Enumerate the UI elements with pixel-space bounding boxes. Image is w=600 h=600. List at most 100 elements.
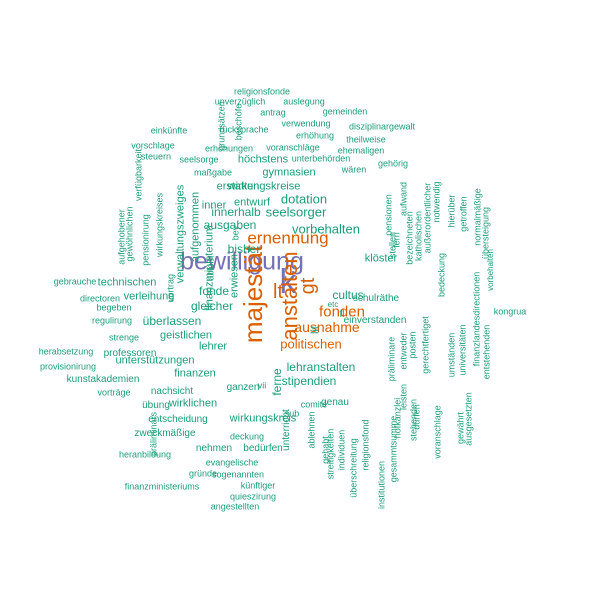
cloud-word: evangelische (205, 457, 259, 468)
cloud-word: pensionirung (140, 214, 151, 266)
cloud-word: unverzüglich (214, 96, 266, 107)
cloud-word: dotation (280, 191, 328, 207)
cloud-word: gehabt (320, 436, 331, 464)
cloud-word: vortrag (165, 273, 176, 303)
cloud-word: universitäten (457, 324, 468, 376)
cloud-word: wären (341, 164, 367, 175)
cloud-word: gymnasien (262, 166, 316, 179)
cloud-word: stehenden (408, 398, 419, 442)
cloud-word: majestät (238, 244, 268, 344)
cloud-word: entscheidung (148, 414, 208, 425)
cloud-word: vorbehalten (292, 221, 360, 237)
cloud-word: kongrua (493, 306, 527, 317)
cloud-word: etc (327, 300, 339, 309)
cloud-word: gehörig (377, 158, 409, 169)
cloud-word: bedürfen (243, 443, 283, 454)
cloud-word: höchstens (237, 153, 289, 166)
cloud-word: ehemaligen (337, 145, 385, 156)
cloud-word: religionsfond (360, 419, 371, 471)
cloud-word: abloßt (205, 255, 216, 281)
cloud-word: ernennung (247, 228, 329, 248)
cloud-word: lehranstalten (286, 360, 356, 374)
cloud-word: vorbehalten (486, 249, 495, 291)
cloud-word: lt (273, 281, 283, 303)
cloud-word: unterbehörden (291, 153, 351, 164)
cloud-word: provisionirung (39, 361, 97, 372)
cloud-word: finanzlandesdirectionen (471, 271, 482, 367)
cloud-word: gewöhnlichen (124, 206, 135, 262)
cloud-word: rücksprache (219, 124, 269, 135)
cloud-word: ablehnen (306, 411, 317, 449)
cloud-word: entwurf (233, 196, 271, 209)
cloud-word: genau (321, 397, 349, 408)
cloud-word: einverstanden (343, 315, 407, 326)
cloud-word: quieszirung (229, 491, 277, 502)
cloud-word: disziplinargewalt (348, 121, 416, 132)
cloud-word: maßgabe (193, 167, 233, 178)
cloud-word: vorschlage (131, 140, 175, 151)
cloud-word: entstehenden (481, 324, 492, 380)
cloud-word: bisher (227, 242, 261, 256)
cloud-word: präliminare (386, 336, 397, 382)
cloud-word: gemeinden (322, 106, 368, 117)
cloud-word: wirkungskreises (154, 192, 165, 258)
cloud-word: auslegung (283, 96, 325, 107)
cloud-word: cultus (332, 288, 364, 302)
cloud-word: gebrauche (53, 276, 97, 287)
cloud-word: deckung (229, 431, 265, 442)
cloud-word: vii (257, 380, 267, 391)
cloud-word: fern (391, 232, 402, 248)
cloud-word: herabsetzung (38, 346, 94, 357)
cloud-word: schulräthe (352, 293, 400, 304)
cloud-word: ausnahme (294, 319, 360, 335)
cloud-word: fl (339, 309, 345, 320)
cloud-word: ausgaben (203, 218, 257, 232)
cloud-word: kunstakademien (66, 374, 140, 385)
cloud-word: inner (201, 199, 227, 212)
cloud-word: erstatten (216, 180, 260, 193)
cloud-word: bedeckung (436, 252, 447, 298)
cloud-word: zweckmäßige (134, 428, 196, 439)
cloud-word: seelsorge (179, 154, 219, 165)
cloud-word: gt (297, 277, 319, 295)
cloud-word: künftiger (240, 480, 276, 491)
cloud-word: überlassen (142, 314, 202, 328)
cloud-word: hierüber (446, 194, 457, 228)
cloud-word: notwendig (431, 181, 442, 223)
cloud-word: stipendien (281, 374, 337, 388)
cloud-word: institutionen (376, 460, 387, 510)
cloud-word: erhöhung (295, 130, 335, 141)
cloud-word: erhöhungen (204, 143, 254, 154)
cloud-word: sub (284, 408, 300, 419)
cloud-word: unterstützungen (115, 354, 195, 367)
cloud-word: angestellten (210, 501, 260, 512)
cloud-word: individuen (336, 429, 347, 471)
cloud-word: geistlichen (160, 329, 212, 342)
cloud-word: getroffen (458, 196, 469, 232)
cloud-word: erwiesen (228, 253, 241, 299)
cloud-word: voranschlage (432, 405, 443, 459)
cloud-word: k (279, 263, 297, 301)
cloud-word: gesammtsumme (388, 415, 399, 483)
cloud-word: gleicher (190, 299, 234, 313)
cloud-word: ausgesetzten (463, 392, 474, 446)
cloud-word: finanzministeriums (124, 481, 200, 492)
cloud-word: aufgenommen (189, 191, 202, 263)
cloud-word: vorträge (97, 387, 131, 398)
cloud-word: fonden (319, 303, 365, 321)
cloud-word: wirkungskreis (229, 412, 297, 425)
cloud-word: verwaltungszweiges (174, 184, 187, 284)
cloud-word: beschöfe (233, 103, 244, 141)
cloud-word: begeben (96, 302, 132, 313)
cloud-word: technischen (97, 276, 157, 289)
cloud-word: directoren (79, 293, 121, 304)
cloud-word: pensionen (383, 194, 394, 236)
cloud-word: sogenannten (211, 469, 265, 480)
cloud-word: strenge (108, 332, 140, 343)
cloud-word: fonde (198, 284, 230, 298)
cloud-word: gründe (188, 468, 218, 479)
cloud-word: nachsicht (150, 386, 194, 397)
cloud-word: bezeichneten (404, 211, 415, 265)
cloud-word: präliminars (148, 411, 159, 457)
cloud-word: gewährt (455, 411, 466, 445)
